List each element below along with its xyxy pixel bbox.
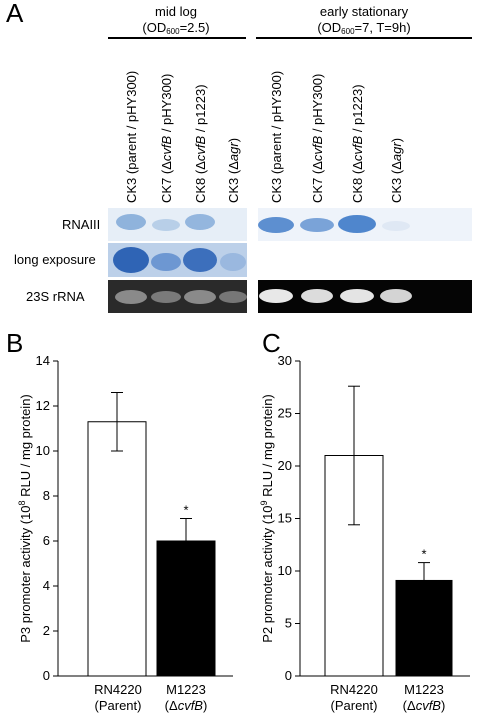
error-bar <box>111 392 123 452</box>
y-tick-label: 25 <box>278 406 292 421</box>
y-tick-label: 8 <box>43 488 50 503</box>
error-bar <box>418 562 430 599</box>
y-axis-label: P2 promoter activity (109 RLU / mg prote… <box>259 394 275 643</box>
y-tick-label: 6 <box>43 533 50 548</box>
y-tick-label: 30 <box>278 353 292 368</box>
y-tick-label: 15 <box>278 511 292 526</box>
group-title: early stationary <box>320 4 409 19</box>
x-tick-label: M1223 <box>166 682 206 697</box>
group-subtitle: (OD600=2.5) <box>142 20 209 36</box>
y-tick-label: 10 <box>36 443 50 458</box>
annotation: * <box>183 503 188 518</box>
y-tick-label: 10 <box>278 563 292 578</box>
bar <box>87 421 147 677</box>
y-tick-label: 0 <box>285 668 292 683</box>
panel-label: C <box>262 328 281 358</box>
lane-label: CK7 (ΔcvfB / pHY300) <box>159 74 174 203</box>
y-tick-label: 12 <box>36 398 50 413</box>
lane-label: CK3 (parent / pHY300) <box>269 71 284 203</box>
y-tick-label: 0 <box>43 668 50 683</box>
y-tick-label: 14 <box>36 353 50 368</box>
y-tick-label: 2 <box>43 623 50 638</box>
row-label: long exposure <box>14 252 96 267</box>
x-tick-label: M1223 <box>404 682 444 697</box>
error-bar <box>180 518 192 564</box>
panel-label: A <box>6 0 24 28</box>
annotation: * <box>421 547 426 562</box>
x-tick-label: (Parent) <box>331 698 378 713</box>
x-tick-label: (ΔcvfB) <box>165 698 208 713</box>
x-tick-label: (ΔcvfB) <box>403 698 446 713</box>
row-label: RNAIII <box>62 217 100 232</box>
lane-label: CK3 (Δagr) <box>226 138 241 203</box>
y-tick-label: 5 <box>285 616 292 631</box>
lane-label: CK3 (Δagr) <box>389 138 404 203</box>
lane-label: CK7 (ΔcvfB / pHY300) <box>310 74 325 203</box>
group-title: mid log <box>155 4 197 19</box>
y-axis-label: P3 promoter activity (108 RLU / mg prote… <box>17 394 33 643</box>
y-tick-label: 20 <box>278 458 292 473</box>
x-tick-label: RN4220 <box>330 682 378 697</box>
row-label: 23S rRNA <box>26 289 85 304</box>
error-bar <box>348 385 360 526</box>
x-tick-label: (Parent) <box>95 698 142 713</box>
group-subtitle: (OD600=7, T=9h) <box>317 20 410 36</box>
x-tick-label: RN4220 <box>94 682 142 697</box>
lane-label: CK8 (ΔcvfB / p1223) <box>350 84 365 203</box>
blot-images <box>108 208 472 313</box>
lane-label: CK8 (ΔcvfB / p1223) <box>193 84 208 203</box>
panel-label: B <box>6 328 23 358</box>
y-tick-label: 4 <box>43 578 50 593</box>
lane-label: CK3 (parent / pHY300) <box>124 71 139 203</box>
